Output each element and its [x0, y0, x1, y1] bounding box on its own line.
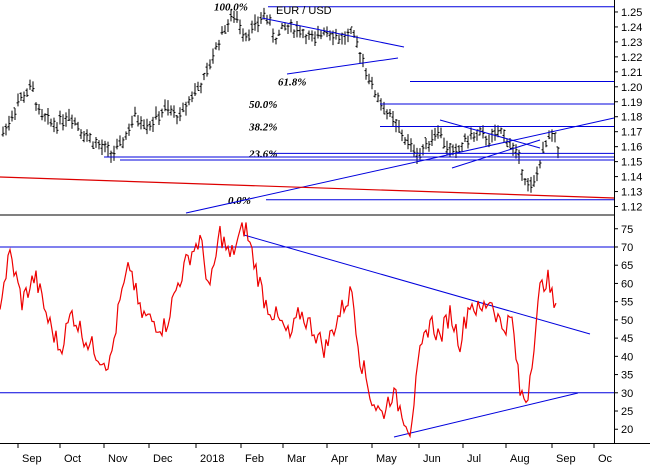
x-axis: Sep Oct Nov Dec 2018 Feb Mar Apr May Jun Jul Aug Sep…: [0, 443, 650, 465]
fib-level-label: 50.0%: [249, 99, 277, 111]
price-tick-label: 1.18: [621, 112, 642, 124]
pennant-lower-line: [451, 139, 541, 169]
x-tick-label: Nov: [108, 453, 128, 465]
price-tick-label: 1.24: [621, 22, 642, 34]
x-tick-label: Sep: [22, 453, 42, 465]
x-tick-label: May: [376, 453, 397, 465]
osc-tick-label: 25: [621, 406, 633, 418]
price-tick-label: 1.14: [621, 172, 642, 184]
rising-trendline: [185, 117, 615, 214]
osc-tick-label: 65: [621, 260, 633, 272]
price-tick-label: 1.16: [621, 142, 642, 154]
price-tick-label: 1.17: [621, 127, 642, 139]
osc-tick-label: 60: [621, 278, 633, 290]
x-tick-label: Jul: [467, 453, 481, 465]
osc-tick-label: 45: [621, 333, 633, 345]
x-tick-label: Apr: [331, 453, 348, 465]
x-tick-label: 2018: [200, 453, 224, 465]
x-tick-label: Dec: [153, 453, 173, 465]
price-tick-label: 1.25: [621, 7, 642, 19]
fib-level-label: 23.6%: [248, 148, 277, 160]
chart-title: EUR / USD: [276, 5, 332, 17]
price-tick-label: 1.21: [621, 67, 642, 79]
x-tick-label: Mar: [287, 453, 306, 465]
price-tick-label: 1.12: [621, 202, 642, 214]
price-tick-label: 1.23: [621, 37, 642, 49]
osc-tick-label: 30: [621, 388, 633, 400]
x-tick-label: Jun: [423, 453, 441, 465]
osc-tick-label: 75: [621, 224, 633, 236]
osc-tick-label: 55: [621, 297, 633, 309]
price-bars: [1, 7, 560, 193]
osc-rising-trendline: [393, 392, 579, 438]
triangle-lower-line: [286, 57, 399, 75]
x-tick-label: Oc: [598, 453, 613, 465]
osc-tick-label: 35: [621, 370, 633, 382]
x-tick-label: Sep: [556, 453, 576, 465]
price-tick-label: 1.22: [621, 52, 642, 64]
osc-tick-label: 40: [621, 351, 633, 363]
fib-level-label: 38.2%: [248, 121, 277, 133]
x-tick-label: Oct: [64, 453, 81, 465]
price-tick-label: 1.19: [621, 97, 642, 109]
osc-tick-label: 70: [621, 242, 633, 254]
osc-falling-trendline: [243, 234, 591, 335]
long-term-trendline: [0, 176, 615, 199]
x-tick-label: Feb: [245, 453, 264, 465]
pennant-upper-line: [439, 119, 541, 149]
oscillator-line: [0, 222, 557, 439]
price-panel: 1.25 1.24 1.23 1.22 1.21 1.20 1.19 1.18 1.17 1.16…: [0, 0, 642, 443]
osc-tick-label: 20: [621, 424, 633, 436]
price-tick-label: 1.20: [621, 82, 642, 94]
fib-level-label: 100.0%: [214, 2, 248, 14]
triangle-upper-line: [261, 17, 405, 48]
oscillator-panel: 75 70 65 60 55 50 45 40 35 30 25 20: [0, 222, 633, 439]
price-tick-label: 1.13: [621, 187, 642, 199]
fib-level-label: 61.8%: [278, 77, 306, 89]
osc-tick-label: 50: [621, 315, 633, 327]
price-tick-label: 1.15: [621, 157, 642, 169]
x-tick-label: Aug: [510, 453, 530, 465]
